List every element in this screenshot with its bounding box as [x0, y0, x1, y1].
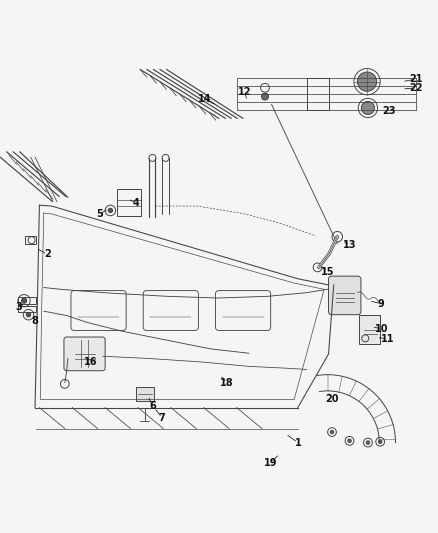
- Text: 8: 8: [32, 316, 39, 326]
- FancyBboxPatch shape: [64, 337, 105, 371]
- Text: 9: 9: [378, 298, 385, 309]
- Circle shape: [26, 312, 31, 317]
- Circle shape: [21, 298, 27, 303]
- Text: 14: 14: [198, 94, 212, 104]
- Text: 12: 12: [238, 87, 251, 97]
- Text: 10: 10: [375, 324, 389, 334]
- Text: 13: 13: [343, 240, 356, 251]
- Text: 21: 21: [410, 74, 423, 84]
- Text: 22: 22: [410, 83, 423, 93]
- Text: 15: 15: [321, 266, 334, 277]
- Bar: [136, 387, 154, 401]
- Text: 2: 2: [44, 249, 51, 259]
- Text: 4: 4: [132, 198, 139, 208]
- Circle shape: [361, 101, 374, 115]
- Bar: [117, 189, 141, 216]
- Circle shape: [378, 440, 382, 443]
- Text: 19: 19: [264, 458, 277, 468]
- Circle shape: [108, 208, 113, 213]
- Circle shape: [330, 430, 334, 434]
- Circle shape: [366, 441, 370, 445]
- Text: 6: 6: [149, 401, 156, 411]
- Bar: [18, 306, 36, 312]
- Text: 18: 18: [220, 377, 234, 387]
- Text: 7: 7: [159, 413, 166, 423]
- Text: 5: 5: [96, 209, 103, 219]
- Bar: [359, 314, 380, 344]
- Circle shape: [357, 72, 377, 91]
- FancyBboxPatch shape: [328, 276, 361, 314]
- Text: 1: 1: [294, 438, 301, 448]
- Bar: [25, 236, 36, 244]
- Text: 3: 3: [15, 302, 22, 312]
- Text: 16: 16: [85, 357, 98, 367]
- Text: 11: 11: [381, 334, 394, 344]
- Bar: [18, 297, 36, 304]
- Circle shape: [261, 93, 268, 100]
- Text: 20: 20: [325, 394, 339, 404]
- Circle shape: [348, 439, 351, 442]
- Text: 23: 23: [382, 106, 396, 116]
